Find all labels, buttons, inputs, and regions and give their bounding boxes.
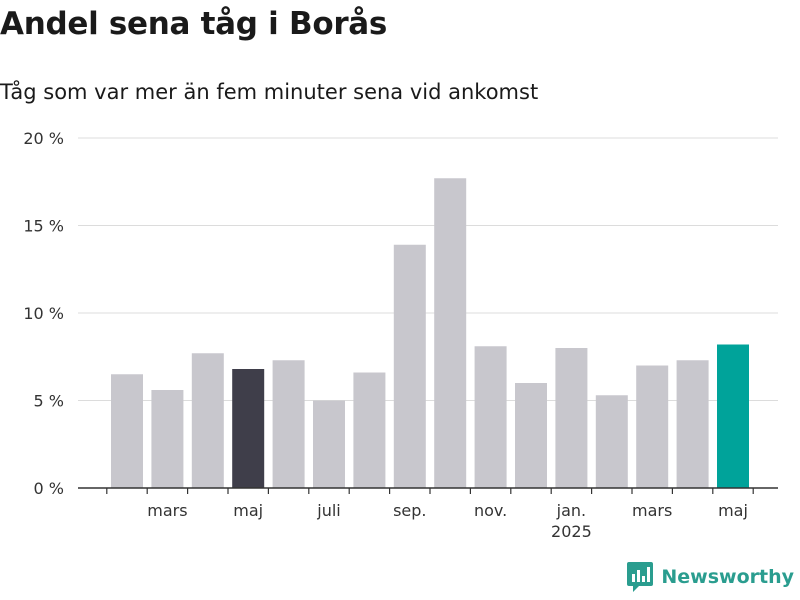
bar — [474, 346, 507, 488]
bar — [555, 348, 588, 488]
bars — [111, 178, 749, 488]
bar — [111, 374, 143, 488]
chart-title: Andel sena tåg i Borås — [0, 6, 388, 42]
chart-subtitle: Tåg som var mer än fem minuter sena vid … — [0, 80, 539, 104]
grid-lines — [78, 137, 778, 401]
bar — [676, 360, 709, 488]
bar — [151, 390, 184, 488]
x-tick-label: juli — [316, 501, 340, 520]
bar — [717, 344, 749, 488]
x-axis: mars maj juli sep. nov. jan. 2025 mars maj — [78, 487, 778, 541]
bar — [434, 178, 467, 488]
bar — [272, 360, 305, 488]
x-tick-label: maj — [718, 501, 748, 520]
x-tick-label: mars — [147, 501, 187, 520]
newsworthy-logo-icon — [627, 562, 654, 592]
y-tick-label: 0 % — [34, 479, 64, 498]
y-tick-label: 5 % — [34, 392, 64, 411]
y-tick-label: 10 % — [23, 304, 64, 323]
bar — [232, 369, 265, 488]
bar — [313, 400, 345, 488]
y-axis-labels: 0 % 5 % 10 % 15 % 20 % — [23, 129, 64, 498]
bar — [636, 365, 669, 488]
brand-logo: Newsworthy — [627, 562, 794, 592]
bar — [515, 383, 547, 488]
y-tick-label: 20 % — [23, 129, 64, 148]
bar — [191, 353, 224, 488]
x-tick-label: jan. — [556, 501, 586, 520]
x-tick-label: sep. — [393, 501, 426, 520]
x-tick-label: mars — [632, 501, 672, 520]
bar — [353, 372, 386, 488]
x-tick-label: maj — [233, 501, 263, 520]
y-tick-label: 15 % — [23, 217, 64, 236]
bar — [595, 395, 628, 488]
x-tick-sublabel: 2025 — [551, 522, 592, 541]
brand-name: Newsworthy — [661, 566, 794, 588]
x-tick-label: nov. — [474, 501, 507, 520]
bar — [393, 244, 426, 488]
